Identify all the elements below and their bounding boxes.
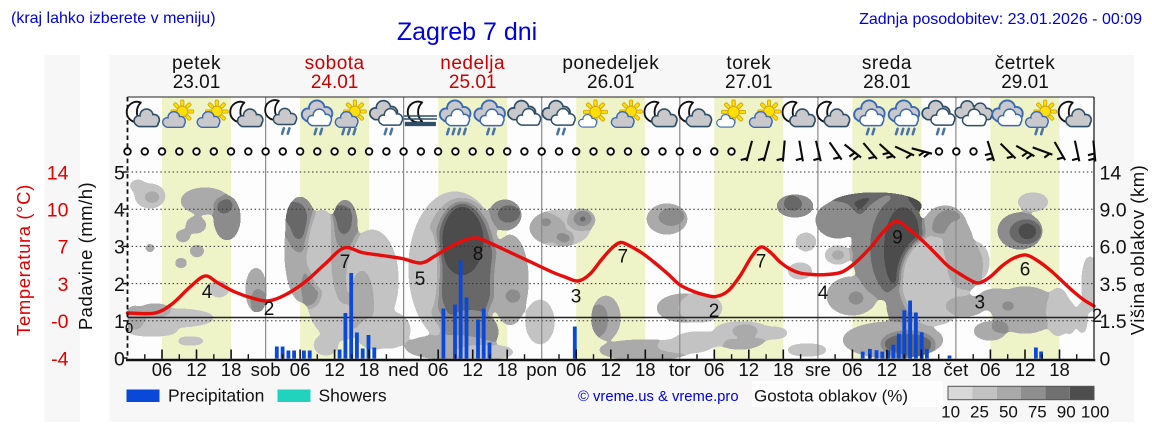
svg-text:sob: sob bbox=[251, 359, 281, 380]
svg-text:1.5: 1.5 bbox=[1100, 311, 1127, 333]
svg-text:9.0: 9.0 bbox=[1100, 200, 1127, 222]
svg-text:0: 0 bbox=[114, 348, 125, 370]
svg-text:tor: tor bbox=[669, 359, 691, 380]
svg-text:12: 12 bbox=[462, 359, 483, 380]
svg-text:1: 1 bbox=[114, 311, 125, 333]
svg-text:6: 6 bbox=[1020, 260, 1031, 281]
svg-text:23.01: 23.01 bbox=[173, 72, 221, 93]
svg-text:ponedeljek: ponedeljek bbox=[562, 53, 659, 74]
svg-text:75: 75 bbox=[1028, 403, 1047, 422]
svg-text:18: 18 bbox=[773, 359, 794, 380]
svg-text:sobota: sobota bbox=[305, 53, 365, 74]
svg-text:29.01: 29.01 bbox=[1001, 72, 1049, 93]
svg-text:torek: torek bbox=[726, 53, 771, 74]
svg-text:4: 4 bbox=[202, 282, 213, 303]
svg-text:25.01: 25.01 bbox=[449, 72, 497, 93]
svg-text:3: 3 bbox=[114, 237, 125, 259]
svg-text:0: 0 bbox=[1100, 348, 1111, 370]
svg-text:0: 0 bbox=[125, 320, 133, 337]
svg-text:06: 06 bbox=[842, 359, 863, 380]
svg-text:18: 18 bbox=[359, 359, 380, 380]
svg-text:14: 14 bbox=[47, 162, 69, 184]
svg-text:(kraj lahko izberete v meniju): (kraj lahko izberete v meniju) bbox=[11, 10, 216, 27]
svg-text:9: 9 bbox=[892, 228, 903, 249]
svg-text:Gostota oblakov (%): Gostota oblakov (%) bbox=[754, 387, 908, 406]
svg-text:7: 7 bbox=[58, 237, 69, 259]
svg-text:ned: ned bbox=[388, 359, 419, 380]
svg-text:7: 7 bbox=[340, 252, 351, 273]
svg-text:10: 10 bbox=[941, 403, 960, 422]
svg-text:18: 18 bbox=[911, 359, 932, 380]
svg-text:4: 4 bbox=[818, 283, 829, 304]
svg-text:pon: pon bbox=[526, 359, 557, 380]
svg-text:© vreme.us & vreme.pro: © vreme.us & vreme.pro bbox=[578, 389, 739, 405]
svg-text:12: 12 bbox=[739, 359, 760, 380]
svg-text:06: 06 bbox=[290, 359, 311, 380]
svg-text:27.01: 27.01 bbox=[725, 72, 773, 93]
svg-text:2: 2 bbox=[1092, 306, 1103, 327]
svg-text:5: 5 bbox=[415, 269, 426, 290]
svg-text:3: 3 bbox=[58, 274, 69, 296]
svg-text:100: 100 bbox=[1081, 403, 1109, 422]
svg-text:2: 2 bbox=[709, 301, 720, 322]
svg-text:14: 14 bbox=[1100, 162, 1122, 184]
svg-text:petek: petek bbox=[172, 53, 221, 74]
svg-text:nedelja: nedelja bbox=[440, 53, 505, 74]
svg-text:06: 06 bbox=[152, 359, 173, 380]
svg-text:24.01: 24.01 bbox=[311, 72, 359, 93]
svg-text:Zadnja posodobitev: 23.01.2026: Zadnja posodobitev: 23.01.2026 - 00:09 bbox=[859, 11, 1142, 28]
svg-text:18: 18 bbox=[635, 359, 656, 380]
svg-text:3: 3 bbox=[975, 293, 986, 314]
svg-text:čet: čet bbox=[944, 359, 969, 380]
svg-text:5: 5 bbox=[114, 162, 125, 184]
svg-text:4: 4 bbox=[114, 200, 125, 222]
svg-text:Temperatura (°C): Temperatura (°C) bbox=[13, 184, 34, 336]
svg-text:06: 06 bbox=[566, 359, 587, 380]
svg-text:12: 12 bbox=[324, 359, 345, 380]
svg-text:Zagreb 7 dni: Zagreb 7 dni bbox=[397, 18, 537, 46]
svg-text:2: 2 bbox=[264, 299, 275, 320]
svg-text:10: 10 bbox=[47, 200, 69, 222]
svg-text:3: 3 bbox=[571, 287, 582, 308]
svg-text:06: 06 bbox=[428, 359, 449, 380]
svg-text:6.0: 6.0 bbox=[1100, 237, 1127, 259]
svg-text:06: 06 bbox=[980, 359, 1001, 380]
svg-text:Showers: Showers bbox=[319, 386, 387, 406]
svg-text:12: 12 bbox=[186, 359, 207, 380]
svg-text:12: 12 bbox=[601, 359, 622, 380]
svg-text:25: 25 bbox=[970, 403, 989, 422]
svg-text:12: 12 bbox=[877, 359, 898, 380]
svg-text:18: 18 bbox=[1049, 359, 1070, 380]
svg-text:12: 12 bbox=[1015, 359, 1036, 380]
svg-text:Precipitation: Precipitation bbox=[168, 386, 264, 406]
svg-text:Padavine (mm/h): Padavine (mm/h) bbox=[75, 182, 96, 330]
svg-text:7: 7 bbox=[618, 247, 629, 268]
svg-text:18: 18 bbox=[221, 359, 242, 380]
svg-text:7: 7 bbox=[756, 252, 767, 273]
svg-text:8: 8 bbox=[473, 244, 484, 265]
svg-text:90: 90 bbox=[1057, 403, 1076, 422]
svg-text:sreda: sreda bbox=[862, 53, 912, 74]
svg-text:-0: -0 bbox=[51, 311, 68, 333]
svg-text:2: 2 bbox=[114, 274, 125, 296]
svg-text:četrtek: četrtek bbox=[995, 53, 1056, 74]
svg-text:28.01: 28.01 bbox=[863, 72, 911, 93]
svg-text:18: 18 bbox=[497, 359, 518, 380]
svg-text:Višina oblakov (km): Višina oblakov (km) bbox=[1127, 165, 1148, 336]
svg-text:sre: sre bbox=[805, 359, 831, 380]
svg-text:3.5: 3.5 bbox=[1100, 274, 1127, 296]
svg-text:-4: -4 bbox=[51, 348, 68, 370]
svg-text:06: 06 bbox=[704, 359, 725, 380]
svg-text:26.01: 26.01 bbox=[587, 72, 635, 93]
svg-text:50: 50 bbox=[999, 403, 1018, 422]
